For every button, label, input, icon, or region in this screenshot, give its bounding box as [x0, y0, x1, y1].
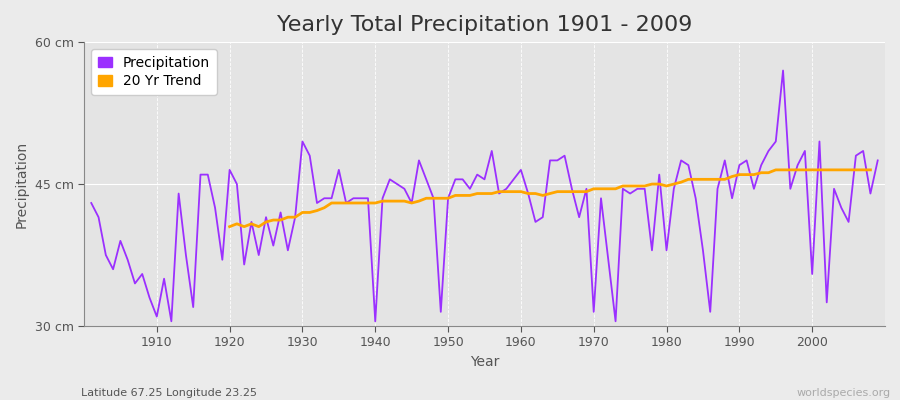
Text: Latitude 67.25 Longitude 23.25: Latitude 67.25 Longitude 23.25 [81, 388, 257, 398]
X-axis label: Year: Year [470, 355, 500, 369]
Y-axis label: Precipitation: Precipitation [15, 140, 29, 228]
Title: Yearly Total Precipitation 1901 - 2009: Yearly Total Precipitation 1901 - 2009 [277, 15, 692, 35]
Legend: Precipitation, 20 Yr Trend: Precipitation, 20 Yr Trend [91, 49, 217, 95]
Text: worldspecies.org: worldspecies.org [796, 388, 891, 398]
